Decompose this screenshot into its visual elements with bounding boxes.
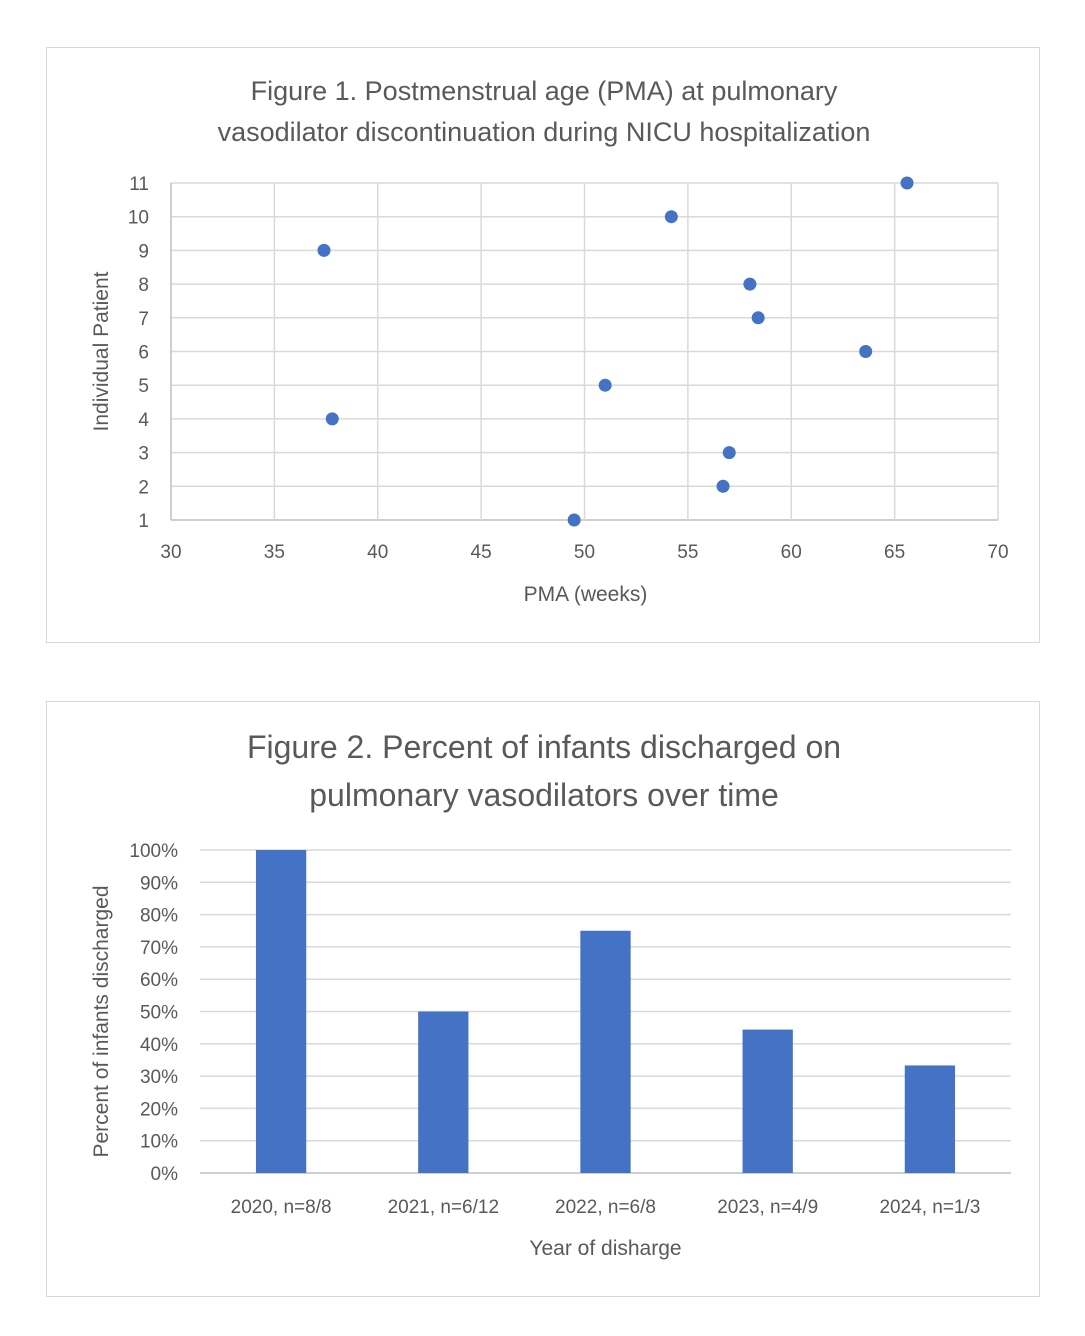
x-tick-label: 60 bbox=[781, 542, 802, 563]
figure-1-scatter-chart: Figure 1. Postmenstrual age (PMA) at pul… bbox=[90, 76, 1009, 606]
x-tick-label: 2023, n=4/9 bbox=[717, 1197, 818, 1218]
data-point bbox=[722, 446, 736, 460]
y-tick-label: 11 bbox=[129, 174, 149, 195]
data-point bbox=[317, 243, 331, 257]
bar bbox=[742, 1029, 793, 1173]
x-tick-label: 35 bbox=[264, 542, 285, 563]
y-tick-label: 9 bbox=[138, 241, 149, 262]
y-tick-label: 60% bbox=[140, 970, 178, 991]
y-tick-label: 50% bbox=[140, 1003, 178, 1024]
y-tick-label: 30% bbox=[140, 1067, 178, 1088]
figure-2-panel: Figure 2. Percent of infants discharged … bbox=[46, 701, 1040, 1297]
data-point bbox=[859, 345, 873, 358]
x-tick-label: 55 bbox=[677, 542, 698, 563]
figure-1-panel: Figure 1. Postmenstrual age (PMA) at pul… bbox=[46, 47, 1040, 643]
x-tick-label: 70 bbox=[987, 542, 1008, 563]
data-point bbox=[716, 479, 730, 493]
y-axis-label: Individual Patient bbox=[90, 271, 113, 431]
data-point bbox=[743, 277, 757, 291]
y-tick-label: 20% bbox=[140, 1099, 178, 1120]
x-tick-label: 40 bbox=[367, 542, 388, 563]
y-tick-label: 5 bbox=[138, 376, 149, 397]
y-tick-label: 80% bbox=[140, 906, 178, 927]
chart-title-line: Figure 2. Percent of infants discharged … bbox=[247, 729, 841, 765]
y-tick-label: 70% bbox=[140, 938, 178, 959]
y-tick-label: 0% bbox=[151, 1164, 179, 1185]
chart-title-line: Figure 1. Postmenstrual age (PMA) at pul… bbox=[251, 76, 838, 106]
data-point bbox=[900, 176, 914, 190]
x-tick-label: 2022, n=6/8 bbox=[555, 1197, 656, 1218]
y-tick-label: 90% bbox=[140, 873, 178, 894]
y-tick-label: 2 bbox=[138, 477, 149, 498]
y-axis-label: Percent of infants discharged bbox=[90, 886, 113, 1158]
bar bbox=[255, 850, 307, 1173]
y-tick-label: 1 bbox=[138, 511, 149, 532]
data-point bbox=[664, 210, 678, 224]
y-tick-label: 8 bbox=[138, 275, 149, 296]
x-axis-label: Year of disharge bbox=[529, 1237, 681, 1260]
bar bbox=[418, 1011, 469, 1173]
data-point bbox=[751, 311, 765, 325]
x-tick-label: 65 bbox=[884, 542, 905, 563]
bar bbox=[904, 1065, 956, 1173]
x-tick-label: 45 bbox=[471, 542, 492, 563]
y-tick-label: 7 bbox=[138, 309, 149, 330]
figure-2-bar-chart: Figure 2. Percent of infants discharged … bbox=[90, 729, 1011, 1260]
chart-title-line: vasodilator discontinuation during NICU … bbox=[218, 117, 871, 147]
data-point bbox=[598, 378, 612, 392]
x-tick-label: 50 bbox=[574, 542, 595, 563]
y-tick-label: 100% bbox=[129, 841, 178, 862]
y-tick-label: 10% bbox=[140, 1132, 178, 1153]
y-tick-label: 3 bbox=[138, 444, 149, 465]
data-point bbox=[567, 513, 581, 527]
bar bbox=[580, 930, 631, 1173]
chart-title-line: pulmonary vasodilators over time bbox=[309, 777, 779, 813]
x-tick-label: 2024, n=1/3 bbox=[879, 1197, 980, 1218]
y-tick-label: 6 bbox=[138, 343, 149, 364]
data-point bbox=[325, 412, 339, 426]
x-tick-label: 30 bbox=[160, 542, 181, 563]
x-axis-label: PMA (weeks) bbox=[524, 583, 648, 606]
x-tick-label: 2020, n=8/8 bbox=[231, 1197, 332, 1218]
y-tick-label: 4 bbox=[138, 410, 149, 431]
x-tick-label: 2021, n=6/12 bbox=[388, 1197, 499, 1218]
y-tick-label: 10 bbox=[128, 208, 149, 229]
y-tick-label: 40% bbox=[140, 1035, 178, 1056]
